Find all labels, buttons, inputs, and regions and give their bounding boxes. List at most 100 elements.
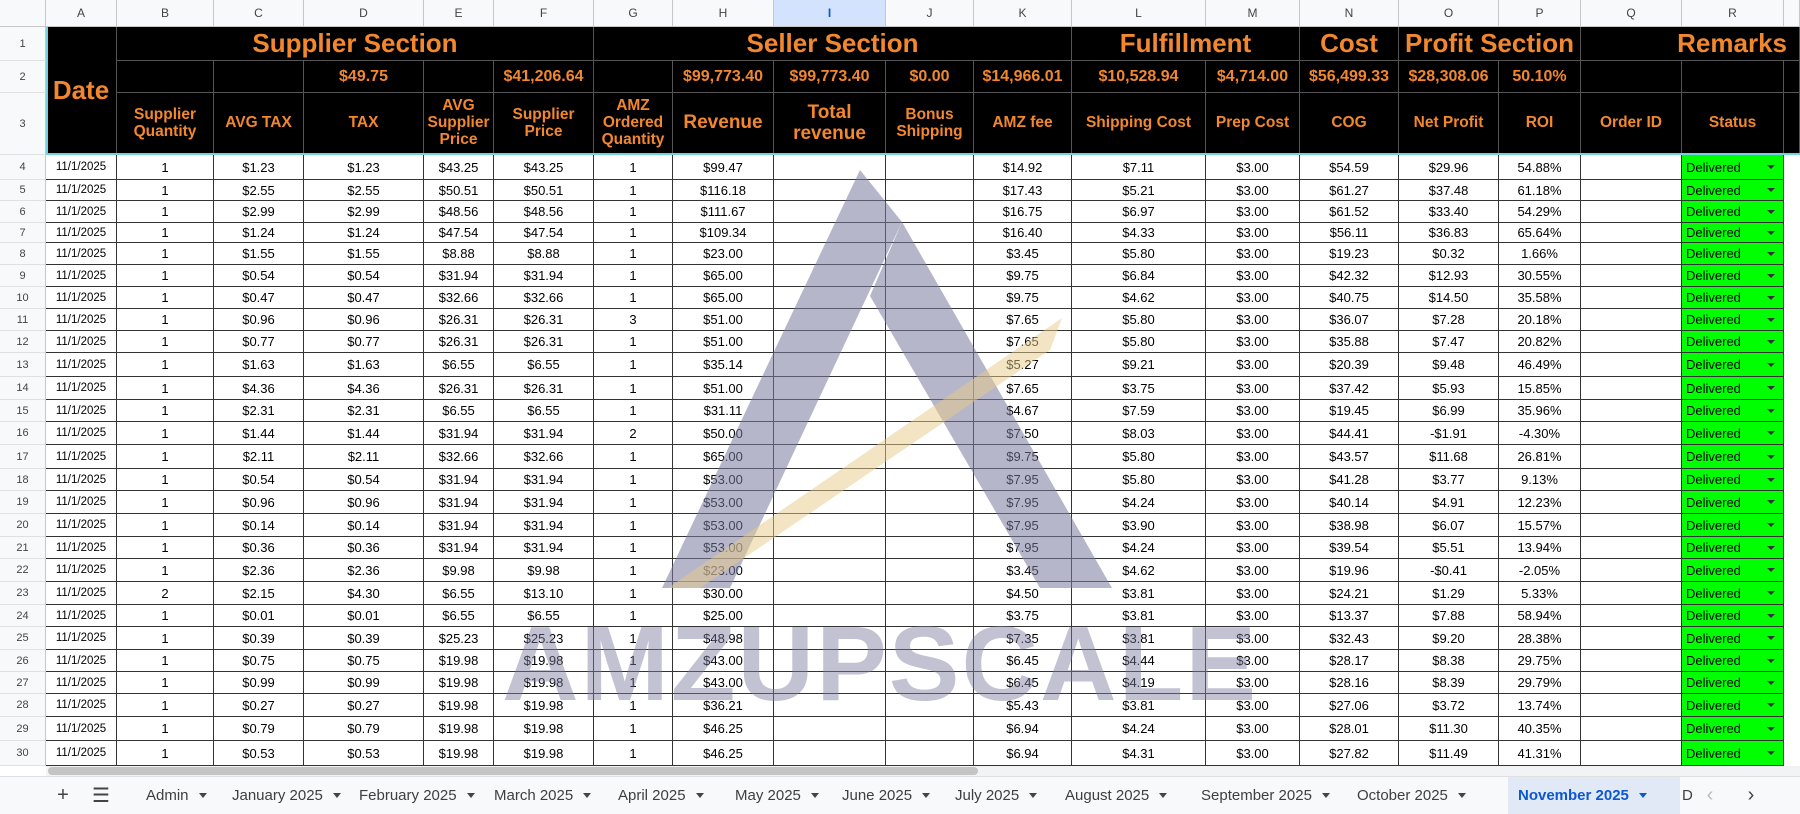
cell-empty[interactable] — [886, 201, 974, 223]
cell-cog[interactable]: $39.54 — [1300, 537, 1399, 559]
cell-prep[interactable]: $3.00 — [1206, 353, 1300, 377]
cell-empty[interactable] — [886, 180, 974, 201]
cell-ship[interactable]: $4.31 — [1072, 741, 1206, 766]
chevron-down-icon[interactable] — [1767, 726, 1775, 731]
cell-cog[interactable]: $28.16 — [1300, 672, 1399, 694]
cell-amzfee[interactable]: $3.45 — [974, 243, 1072, 265]
cell-prep[interactable]: $3.00 — [1206, 223, 1300, 243]
chevron-down-icon[interactable] — [1767, 362, 1775, 367]
cell-avgtax[interactable]: $1.44 — [214, 422, 304, 445]
row-header[interactable]: 10 — [0, 287, 46, 309]
cell-avgtax[interactable]: $1.55 — [214, 243, 304, 265]
cell-net[interactable]: $8.38 — [1399, 650, 1499, 672]
cell-cog[interactable]: $28.01 — [1300, 717, 1399, 741]
cell-prep[interactable]: $3.00 — [1206, 377, 1300, 400]
cell-amzfee[interactable]: $7.65 — [974, 377, 1072, 400]
cell-date[interactable]: 11/1/2025 — [46, 155, 117, 180]
cell-amzfee[interactable]: $7.95 — [974, 537, 1072, 559]
cell-ship[interactable]: $7.59 — [1072, 400, 1206, 422]
cell-empty[interactable] — [886, 155, 974, 180]
cell-amzq[interactable]: 1 — [594, 180, 673, 201]
cell-empty[interactable] — [774, 672, 886, 694]
cell-empty[interactable] — [1581, 309, 1682, 331]
cell-avgtax[interactable]: $0.75 — [214, 650, 304, 672]
cell-avgsup[interactable]: $26.31 — [424, 331, 494, 353]
cell-empty[interactable] — [886, 331, 974, 353]
cell-date[interactable]: 11/1/2025 — [46, 694, 117, 717]
cell-sup[interactable]: $50.51 — [494, 180, 594, 201]
cell-amzfee[interactable]: $4.50 — [974, 582, 1072, 605]
cell-amzq[interactable]: 1 — [594, 201, 673, 223]
tab-september-2025[interactable]: September 2025 — [1201, 777, 1330, 814]
row-header[interactable]: 21 — [0, 537, 46, 559]
cell-prep[interactable]: $3.00 — [1206, 605, 1300, 627]
cell-avgtax[interactable]: $0.99 — [214, 672, 304, 694]
cell-amzfee[interactable]: $3.75 — [974, 605, 1072, 627]
cell-empty[interactable] — [1581, 400, 1682, 422]
cell-net[interactable]: $9.20 — [1399, 627, 1499, 650]
tab-october-2025[interactable]: October 2025 — [1357, 777, 1466, 814]
cell-ship[interactable]: $5.80 — [1072, 331, 1206, 353]
cell-rev[interactable]: $65.00 — [673, 287, 774, 309]
cell-qty[interactable]: 1 — [117, 353, 214, 377]
cell-date[interactable]: 11/1/2025 — [46, 537, 117, 559]
cell-amzq[interactable]: 3 — [594, 309, 673, 331]
cell-qty[interactable]: 1 — [117, 741, 214, 766]
cell-avgsup[interactable]: $31.94 — [424, 422, 494, 445]
cell-ship[interactable]: $4.44 — [1072, 650, 1206, 672]
status-dropdown[interactable]: Delivered — [1682, 287, 1784, 309]
cell-empty[interactable] — [1581, 469, 1682, 491]
cell-ship[interactable]: $4.62 — [1072, 559, 1206, 582]
cell-rev[interactable]: $30.00 — [673, 582, 774, 605]
cell-prep[interactable]: $3.00 — [1206, 514, 1300, 537]
row-header[interactable]: 28 — [0, 694, 46, 717]
cell-cog[interactable]: $13.37 — [1300, 605, 1399, 627]
cell-sup[interactable]: $32.66 — [494, 287, 594, 309]
column-header-c[interactable]: C — [214, 0, 304, 27]
cell-empty[interactable] — [774, 400, 886, 422]
cell-qty[interactable]: 2 — [117, 582, 214, 605]
cell-qty[interactable]: 1 — [117, 180, 214, 201]
cell-tax[interactable]: $0.54 — [304, 469, 424, 491]
status-dropdown[interactable]: Delivered — [1682, 155, 1784, 180]
row-header[interactable]: 9 — [0, 265, 46, 287]
cell-amzq[interactable]: 1 — [594, 445, 673, 469]
cell-avgtax[interactable]: $1.24 — [214, 223, 304, 243]
row-header[interactable]: 4 — [0, 155, 46, 180]
cell-avgtax[interactable]: $1.63 — [214, 353, 304, 377]
cell-empty[interactable] — [886, 717, 974, 741]
cell-ship[interactable]: $5.80 — [1072, 243, 1206, 265]
column-header-p[interactable]: P — [1499, 0, 1581, 27]
cell-amzq[interactable]: 1 — [594, 582, 673, 605]
cell-tax[interactable]: $0.01 — [304, 605, 424, 627]
cell-avgsup[interactable]: $19.98 — [424, 694, 494, 717]
status-dropdown[interactable]: Delivered — [1682, 223, 1784, 243]
cell-net[interactable]: -$0.41 — [1399, 559, 1499, 582]
column-header-o[interactable]: O — [1399, 0, 1499, 27]
cell-empty[interactable] — [886, 514, 974, 537]
cell-cog[interactable]: $61.27 — [1300, 180, 1399, 201]
cell-cog[interactable]: $36.07 — [1300, 309, 1399, 331]
column-header-i[interactable]: I — [774, 0, 886, 27]
cell-avgtax[interactable]: $0.36 — [214, 537, 304, 559]
cell-amzq[interactable]: 1 — [594, 559, 673, 582]
cell-amzq[interactable]: 2 — [594, 422, 673, 445]
cell-cog[interactable]: $27.82 — [1300, 741, 1399, 766]
cell-empty[interactable] — [1581, 491, 1682, 514]
cell-rev[interactable]: $46.25 — [673, 741, 774, 766]
cell-empty[interactable] — [774, 422, 886, 445]
cell-empty[interactable] — [1581, 155, 1682, 180]
cell-qty[interactable]: 1 — [117, 287, 214, 309]
cell-tax[interactable]: $2.36 — [304, 559, 424, 582]
cell-avgsup[interactable]: $26.31 — [424, 309, 494, 331]
cell-avgsup[interactable]: $8.88 — [424, 243, 494, 265]
cell-empty[interactable] — [1581, 514, 1682, 537]
cell-roi[interactable]: 15.57% — [1499, 514, 1581, 537]
cell-amzq[interactable]: 1 — [594, 537, 673, 559]
cell-prep[interactable]: $3.00 — [1206, 422, 1300, 445]
column-header-h[interactable]: H — [673, 0, 774, 27]
cell-avgtax[interactable]: $0.14 — [214, 514, 304, 537]
chevron-down-icon[interactable] — [198, 793, 207, 798]
cell-empty[interactable] — [1581, 537, 1682, 559]
cell-prep[interactable]: $3.00 — [1206, 331, 1300, 353]
